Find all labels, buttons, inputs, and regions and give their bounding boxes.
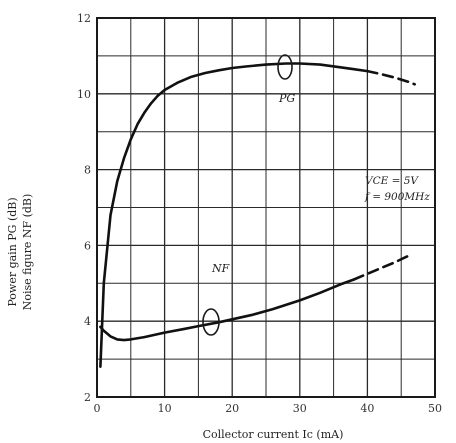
series-line-nf-dashed <box>352 254 410 281</box>
series-line-pg-dashed <box>366 69 417 86</box>
nf-marker-loop <box>202 308 220 336</box>
x-axis-label: Collector current Ic (mA) <box>203 428 344 441</box>
y-axis-label-pg: Power gain PG (dB) <box>6 197 19 306</box>
series-lines <box>99 62 417 369</box>
series-label-pg: PG <box>278 92 295 105</box>
y-tick-label: 4 <box>84 315 91 328</box>
series-line-pg-solid <box>99 62 369 369</box>
x-tick-label: 0 <box>94 402 101 415</box>
y-tick-label: 10 <box>77 88 91 101</box>
annotation-vce: VCE = 5V <box>365 175 419 187</box>
y-tick-label: 8 <box>84 164 91 177</box>
pg-marker-loop <box>277 54 293 80</box>
annotation-frequency: f = 900MHz <box>364 191 430 203</box>
x-tick-label: 20 <box>225 402 239 415</box>
series-label-nf: NF <box>211 262 230 275</box>
x-tick-labels: 0 10 20 30 40 50 <box>94 402 443 415</box>
x-tick-label: 30 <box>293 402 307 415</box>
grid <box>97 18 435 397</box>
plot-frame <box>96 17 436 398</box>
series-line-nf-solid <box>99 278 356 342</box>
x-tick-label: 10 <box>158 402 172 415</box>
y-tick-label: 6 <box>84 239 91 252</box>
y-axis-label-nf: Noise figure NF (dB) <box>21 194 34 311</box>
y-tick-label: 12 <box>77 12 91 25</box>
y-tick-label: 2 <box>84 391 91 404</box>
y-tick-labels: 2 4 6 8 10 12 <box>77 12 91 404</box>
x-tick-label: 50 <box>428 402 442 415</box>
x-tick-label: 40 <box>360 402 374 415</box>
